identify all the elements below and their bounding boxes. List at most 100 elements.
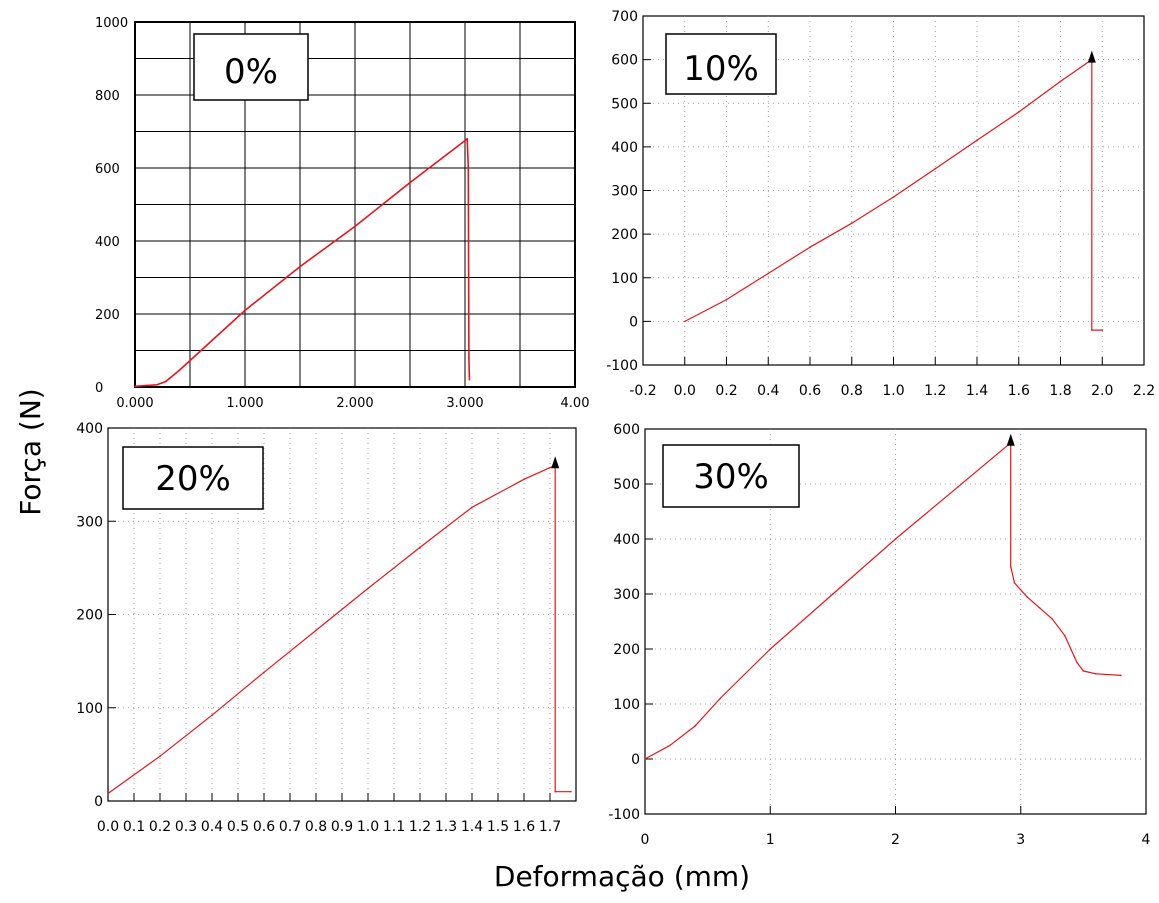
y-tick-label: 300 [611, 184, 638, 200]
x-tick-label: 1.4 [966, 383, 988, 399]
y-tick-label: 0 [629, 314, 638, 330]
data-point [1101, 329, 1104, 331]
y-tick-label: 200 [76, 608, 103, 624]
curve-layer [107, 456, 572, 795]
y-tick-label: 800 [95, 89, 120, 104]
panel-label: 0% [224, 52, 278, 92]
data-point [1063, 634, 1066, 637]
x-tick-label: 1.6 [513, 819, 535, 835]
x-tick-label: 0.3 [175, 819, 197, 835]
y-tick-label: 100 [611, 271, 638, 287]
chart-panel-0-percent: 0.000 1.000 2.000 3.000 4.00 0 200 400 600 800 10… [95, 16, 589, 411]
x-tick-label: 0.2 [715, 383, 737, 399]
data-point [644, 758, 646, 760]
x-tick-label: 0.7 [279, 819, 301, 835]
y-tick-label: 0 [94, 794, 103, 810]
x-tick-label: 2 [891, 832, 900, 848]
y-tick-label: 400 [76, 421, 103, 437]
x-tick-labels: 0 1 2 3 4 [641, 832, 1151, 848]
data-point [523, 478, 525, 481]
data-point [165, 380, 167, 383]
data-point [725, 298, 728, 301]
panel-label-box [662, 444, 800, 508]
x-tick-label: 1.4 [461, 819, 483, 835]
y-tick-label: 300 [613, 587, 640, 603]
curve-layer [683, 50, 1104, 331]
x-tick-label: 0.8 [841, 383, 863, 399]
x-tick-label: 1.1 [383, 819, 405, 835]
data-point [159, 755, 161, 758]
data-point [419, 546, 421, 549]
y-tick-label: 700 [611, 9, 638, 25]
y-tick-label: 600 [611, 53, 638, 69]
break-marker [1006, 433, 1015, 446]
x-tick-label: 0.000 [116, 396, 153, 411]
data-point [894, 538, 897, 540]
x-tick-labels: 0.000 1.000 2.000 3.000 4.00 [116, 396, 589, 411]
x-tick-label: 0.6 [799, 383, 821, 399]
data-point [1059, 80, 1062, 83]
y-tick-label: 100 [613, 697, 640, 713]
data-point [1095, 672, 1097, 675]
x-tick-label: 2.0 [1091, 383, 1113, 399]
x-tick-label: 0.8 [305, 819, 327, 835]
panel-label-box [193, 33, 309, 101]
data-point [178, 369, 180, 372]
x-tick-label: 2.000 [336, 396, 373, 411]
x-tick-label: 0.0 [674, 383, 696, 399]
data-point [694, 725, 696, 727]
x-tick-label: 0.4 [757, 383, 779, 399]
x-tick-label: 0.4 [201, 819, 223, 835]
data-point [669, 744, 671, 747]
x-tick-label: 1.7 [539, 819, 561, 835]
data-point [467, 167, 470, 169]
curve-layer [644, 433, 1122, 760]
x-tick-label: 1.8 [1049, 383, 1071, 399]
panel-label-box [122, 446, 264, 510]
data-point [1038, 606, 1041, 609]
data-point [769, 648, 772, 650]
data-point [719, 697, 721, 700]
data-point [1009, 565, 1012, 568]
panel-label: 30% [693, 457, 769, 497]
y-tick-label: 400 [613, 532, 640, 548]
data-point [464, 139, 466, 142]
data-point [892, 196, 895, 198]
y-tick-label: 600 [613, 422, 640, 438]
x-tick-label: 0.2 [149, 819, 171, 835]
x-tick-label: 0.1 [123, 819, 145, 835]
y-tick-labels: 0 100 200 300 400 [76, 421, 103, 810]
data-point [683, 320, 686, 323]
panel-label: 10% [683, 49, 759, 89]
data-point [1091, 329, 1093, 331]
data-point [957, 485, 959, 488]
data-point [107, 792, 109, 795]
y-tick-label: -100 [608, 807, 640, 823]
data-point [315, 629, 317, 632]
x-tick-label: 0 [641, 832, 650, 848]
x-tick-label: 1.2 [924, 383, 946, 399]
y-tick-label: 500 [611, 96, 638, 112]
x-tick-label: 1.000 [226, 396, 263, 411]
x-tick-label: 4.00 [561, 396, 590, 411]
y-tick-label: 100 [76, 701, 103, 717]
y-tick-label: 200 [613, 642, 640, 658]
chart-panel-10-percent: -0.2 0.0 0.2 0.4 0.6 0.8 1.0 1.2 1.4 1.6 1.8 2.0 2.2… [606, 9, 1155, 399]
data-point [200, 349, 202, 352]
y-tick-label: 1000 [95, 16, 128, 31]
data-point [156, 384, 158, 386]
x-tick-label: 0.0 [97, 819, 119, 835]
panel-label-box [665, 33, 777, 95]
y-tick-label: 0 [631, 752, 640, 768]
y-tick-labels: -100 0 100 200 300 400 500 600 700 [606, 9, 638, 374]
y-axis-label: Força (N) [14, 388, 47, 515]
grid [134, 21, 576, 388]
y-tick-label: 500 [613, 477, 640, 493]
grid [642, 15, 1145, 366]
data-point [299, 265, 301, 268]
data-point [409, 181, 411, 184]
x-axis-label: Deformação (mm) [494, 860, 750, 893]
data-point [850, 222, 853, 225]
